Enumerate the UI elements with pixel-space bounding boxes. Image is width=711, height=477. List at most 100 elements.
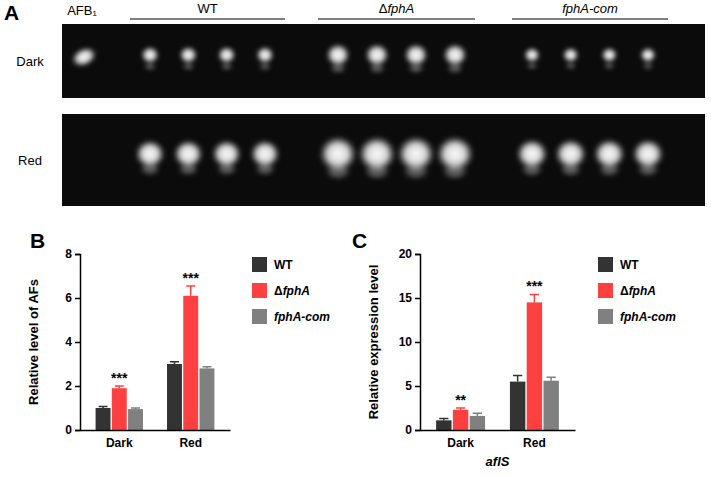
spot-tail — [442, 163, 469, 180]
tick-mark — [75, 342, 80, 344]
tick-label: 20 — [399, 247, 413, 261]
group-bracket — [512, 18, 668, 19]
tick: 15 — [399, 291, 420, 305]
spot — [218, 46, 236, 63]
legend-label: WT — [620, 258, 639, 272]
spot — [563, 47, 579, 62]
tick-label: 10 — [399, 335, 413, 349]
row-label: Red — [18, 153, 42, 168]
group-label: WT — [197, 1, 217, 16]
group-bracket — [318, 18, 475, 19]
spot-tail — [598, 162, 620, 176]
panel-a: AAFB₁WTΔfphAfphA-comDarkRed — [4, 1, 705, 206]
x-axis-title: aflS — [486, 454, 510, 469]
panel-letter: A — [4, 1, 19, 24]
spot-tail — [565, 62, 576, 69]
spot-tail — [559, 162, 581, 176]
y-axis: 02468 — [65, 247, 80, 437]
tick-label: 0 — [65, 423, 72, 437]
tick: Dark — [447, 430, 474, 450]
tick: 4 — [65, 335, 80, 349]
error-bar — [530, 294, 539, 302]
legend: WTΔfphAfphA-com — [598, 257, 676, 324]
bar — [453, 410, 468, 430]
tick: 20 — [399, 247, 420, 261]
tick-label: 15 — [399, 291, 413, 305]
legend-swatch — [252, 309, 267, 324]
panel-c: C*****05101520DarkRedRelative expression… — [352, 229, 676, 469]
tick-mark — [415, 298, 420, 300]
bar — [543, 381, 558, 430]
spot-tail — [216, 162, 237, 176]
panel-letter: C — [352, 229, 367, 252]
bar — [128, 409, 143, 430]
spot-tail — [403, 163, 430, 180]
axis-line — [81, 430, 231, 432]
y-axis-title: Relative expression level — [366, 265, 381, 420]
error-bar — [186, 286, 195, 296]
bar — [96, 408, 111, 430]
legend-label: fphA-com — [274, 310, 330, 324]
error-bar — [170, 362, 179, 364]
bar — [112, 388, 127, 430]
y-axis: 0 5 10 15 20 — [399, 247, 421, 437]
spot-tail — [637, 162, 659, 176]
significance: *** — [183, 270, 200, 286]
row-label: Dark — [16, 54, 44, 69]
tick-label: Dark — [447, 436, 474, 450]
spot-tail — [182, 62, 195, 70]
bar — [167, 364, 182, 430]
group-label: fphA-com — [562, 1, 618, 16]
legend-swatch — [598, 257, 613, 272]
spot-tail — [325, 163, 352, 180]
marks — [96, 286, 215, 430]
figure: AAFB₁WTΔfphAfphA-comDarkRedB******02468D… — [0, 0, 711, 477]
panel-b: B******02468DarkRedRelative level of AFs… — [26, 229, 330, 450]
panel-letter: B — [30, 229, 45, 252]
plate — [62, 114, 705, 206]
annotations: ****** — [111, 270, 199, 386]
legend-swatch — [252, 257, 267, 272]
tick-label: Red — [523, 436, 546, 450]
tick-mark — [415, 254, 420, 256]
error-bar — [202, 367, 211, 369]
spot — [640, 47, 656, 62]
tick: 0 — [405, 423, 420, 437]
spot-tail — [364, 163, 391, 180]
bar — [470, 416, 485, 430]
tick-mark — [75, 430, 80, 432]
spot-tail — [447, 63, 464, 74]
x-axis: Dark Red — [81, 430, 231, 450]
error-bar — [99, 406, 108, 408]
tick-label: Dark — [106, 436, 133, 450]
spot — [179, 46, 197, 63]
tick-label: 8 — [65, 247, 72, 261]
tick-mark — [415, 430, 420, 432]
spot-tail — [521, 162, 543, 176]
tick-mark — [415, 386, 420, 388]
spot-tail — [369, 63, 386, 74]
spot-tail — [604, 62, 615, 69]
legend: WTΔfphAfphA-com — [252, 257, 330, 324]
tick-label: Red — [179, 436, 202, 450]
spot-tail — [526, 62, 537, 69]
tick: 8 — [65, 247, 80, 261]
spot-tail — [144, 62, 157, 70]
tick: 10 — [399, 335, 420, 349]
spot — [601, 47, 617, 62]
error-bar — [439, 419, 448, 421]
spots — [135, 136, 664, 180]
tick: 5 — [405, 379, 420, 393]
spots — [68, 43, 656, 73]
bar — [436, 420, 451, 430]
x-axis: Dark Red — [421, 430, 576, 450]
legend-swatch — [598, 309, 613, 324]
axis-line — [415, 255, 421, 431]
group-label: ΔfphA — [379, 1, 414, 16]
legend-label: WT — [274, 258, 293, 272]
legend-swatch — [252, 283, 267, 298]
spot — [524, 47, 540, 62]
tick: 0 — [65, 423, 80, 437]
tick-mark — [415, 342, 420, 344]
tick-label: 5 — [405, 379, 412, 393]
